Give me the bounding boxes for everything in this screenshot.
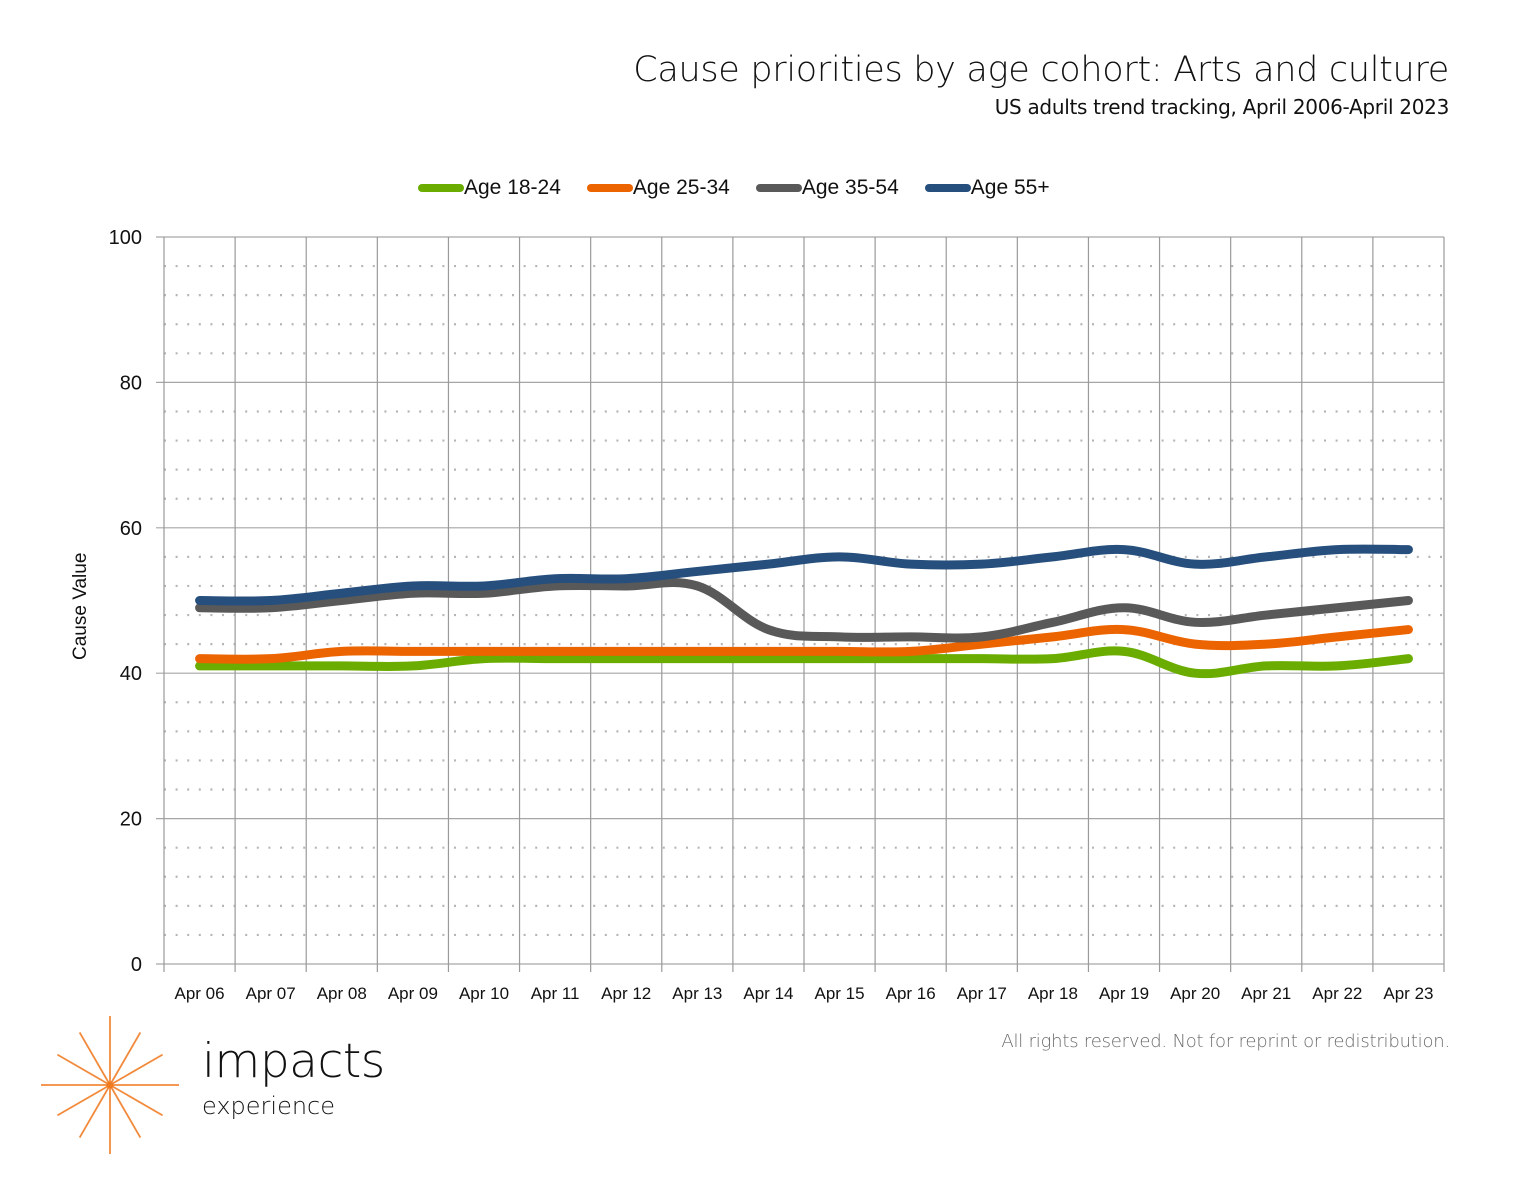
x-tick-label: Apr 18 [1028,984,1078,1003]
x-tick-label: Apr 22 [1312,984,1362,1003]
starburst-ray [56,1084,111,1117]
legend-item: Age 18-24 [418,176,561,200]
y-tick-label: 0 [131,954,142,976]
chart-subtitle: US adults trend tracking, April 2006-Apr… [994,95,1450,119]
legend-label: Age 25-34 [632,176,730,199]
x-tick-label: Apr 15 [815,984,865,1003]
legend-item: Age 35-54 [755,176,899,200]
legend: Age 18-24 Age 25-34 Age 35-54 Age 55+ [418,176,1050,200]
y-tick-label: 20 [120,809,142,831]
starburst-ray [109,1031,142,1086]
chart-title: Cause priorities by age cohort: Arts and… [633,50,1449,90]
legend-swatch [418,184,464,192]
logo-subtitle: experience [202,1092,336,1120]
series-line-age-55- [195,544,1413,606]
x-tick-label: Apr 19 [1099,984,1149,1003]
x-tick-label: Apr 20 [1170,984,1220,1003]
y-tick-label: 100 [109,227,142,249]
x-tick-label: Apr 06 [175,984,225,1003]
starburst-ray [78,1031,111,1086]
legend-label: Age 55+ [970,176,1050,199]
x-tick-label: Apr 23 [1383,984,1433,1003]
series-lines [195,544,1413,679]
major-gridlines [156,236,1444,965]
legend-swatch [586,184,633,192]
company-logo: impacts experience [38,1016,398,1161]
starburst-icon [41,1016,179,1154]
x-axis-ticks: Apr 06 Apr 07 Apr 08 Apr 09 Apr 10 Apr 11 Apr … [175,984,1434,1003]
x-tick-label: Apr 07 [246,984,296,1003]
legend-item: Age 25-34 [586,176,730,200]
logo-wordmark: impacts [202,1034,385,1089]
starburst-ray [109,1053,164,1086]
legend-swatch [755,184,802,192]
starburst-ray [109,1084,164,1117]
y-axis-label: Cause Value [70,552,91,660]
x-tick-label: Apr 09 [388,984,438,1003]
vertical-gridlines [163,237,1445,972]
series-line-age-25-34 [195,624,1413,664]
legend-swatch [924,184,971,192]
y-tick-label: 40 [120,663,142,685]
x-tick-label: Apr 16 [886,984,936,1003]
starburst-ray [78,1084,111,1139]
x-tick-label: Apr 10 [459,984,509,1003]
legend-label: Age 35-54 [801,176,899,199]
legend-label: Age 18-24 [464,176,561,199]
y-axis-ticks: 0 20 40 60 80 100 [109,227,142,976]
starburst-center [106,1081,114,1089]
x-tick-label: Apr 13 [672,984,722,1003]
starburst-ray [56,1053,111,1086]
x-tick-label: Apr 17 [957,984,1007,1003]
y-tick-label: 80 [120,372,142,394]
x-tick-label: Apr 21 [1241,984,1291,1003]
x-tick-label: Apr 11 [531,984,580,1003]
legend-item: Age 55+ [924,176,1050,200]
series-line-age-35-54 [195,577,1413,643]
x-tick-label: Apr 12 [601,984,651,1003]
y-tick-label: 60 [120,518,142,540]
series-line-age-18-24 [195,646,1413,679]
x-tick-label: Apr 14 [743,984,793,1003]
copyright-notice: All rights reserved. Not for reprint or … [1001,1031,1450,1052]
x-tick-label: Apr 08 [317,984,367,1003]
starburst-ray [109,1084,142,1139]
